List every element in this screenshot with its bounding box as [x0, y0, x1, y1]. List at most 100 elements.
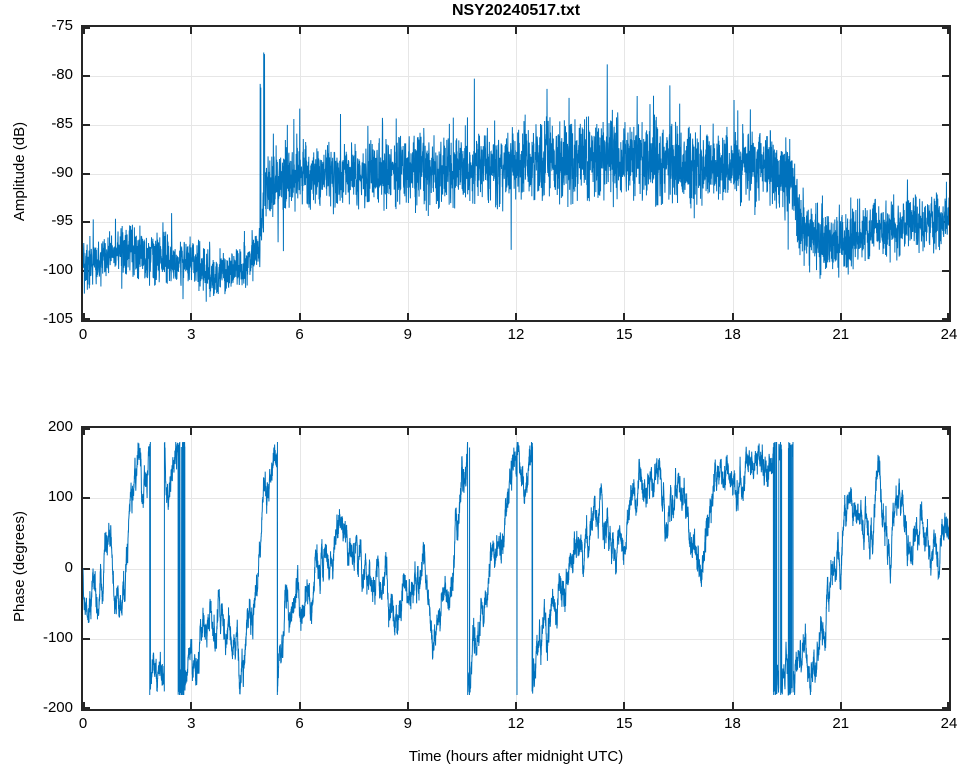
axis-tick-mark [623, 428, 626, 435]
axis-tick-mark [298, 27, 301, 34]
grid-line-vertical [191, 27, 193, 320]
axis-tick-mark [515, 27, 517, 34]
x-axis-tick-label: 12 [507, 715, 525, 732]
y-axis-tick-label: -200 [42, 699, 73, 716]
axis-tick-mark [83, 27, 85, 34]
axis-tick-mark [190, 313, 193, 320]
axis-tick-mark [623, 702, 626, 709]
y-axis-tick-label: -85 [51, 114, 73, 132]
y-axis-tick-label: 0 [64, 558, 73, 576]
grid-line-vertical [299, 428, 301, 709]
y-axis-tick-label: -75 [51, 17, 73, 34]
axis-tick-mark [83, 428, 85, 435]
axis-tick-mark [942, 318, 949, 320]
axis-tick-mark [623, 27, 626, 34]
phase-trace [83, 442, 949, 696]
axis-tick-mark [942, 567, 949, 570]
axis-tick-mark [83, 221, 90, 224]
axis-tick-mark [942, 707, 949, 709]
x-axis-tick-label: 21 [832, 326, 850, 343]
amplitude-plot-axes [81, 25, 951, 322]
y-axis-tick-label: -105 [42, 310, 73, 327]
phase-plot-area [83, 428, 949, 709]
grid-line-vertical [191, 428, 193, 709]
phase-y-axis-title: Phase (degrees) [10, 510, 28, 622]
axis-tick-mark [839, 27, 842, 34]
axis-tick-mark [406, 27, 409, 34]
axis-tick-mark [839, 313, 842, 320]
amplitude-plot-area [83, 27, 949, 320]
axis-tick-mark [942, 123, 949, 126]
axis-tick-mark [515, 702, 517, 709]
axis-tick-mark [942, 428, 949, 430]
axis-tick-mark [839, 428, 842, 435]
axis-tick-mark [83, 172, 90, 175]
y-axis-tick-label: 100 [47, 488, 73, 506]
x-axis-tick-label: 24 [940, 326, 958, 343]
grid-line-vertical [732, 27, 734, 320]
x-axis-tick-label: 15 [615, 326, 633, 343]
x-axis-tick-label: 0 [78, 715, 88, 732]
x-axis-tick-label: 24 [940, 715, 958, 732]
axis-tick-mark [83, 428, 90, 430]
axis-tick-mark [298, 702, 301, 709]
x-axis-tick-label: 6 [295, 715, 304, 732]
axis-tick-mark [942, 74, 949, 77]
x-axis-tick-label: 18 [724, 715, 741, 732]
x-axis-tick-label: 3 [187, 326, 196, 343]
x-axis-tick-label: 6 [295, 326, 304, 343]
grid-line-vertical [407, 428, 409, 709]
grid-line-vertical [624, 428, 626, 709]
x-axis-tick-label: 18 [724, 326, 741, 343]
amplitude-trace [83, 52, 949, 302]
axis-tick-mark [942, 637, 949, 640]
axis-tick-mark [623, 313, 626, 320]
y-axis-tick-label: -100 [42, 628, 73, 646]
x-axis-tick-label: 9 [403, 326, 412, 343]
axis-tick-mark [83, 318, 90, 320]
axis-tick-mark [942, 270, 949, 273]
amplitude-y-axis-title: Amplitude (dB) [10, 121, 28, 221]
axis-tick-mark [190, 428, 193, 435]
grid-line-vertical [840, 27, 842, 320]
phase-plot-axes [81, 426, 951, 711]
axis-tick-mark [83, 74, 90, 77]
axis-tick-mark [947, 27, 949, 34]
axis-tick-mark [83, 123, 90, 126]
axis-tick-mark [190, 702, 193, 709]
y-axis-tick-label: -90 [51, 163, 73, 181]
axis-tick-mark [947, 313, 949, 320]
axis-tick-mark [298, 428, 301, 435]
axis-tick-mark [942, 27, 949, 29]
axis-tick-mark [731, 27, 734, 34]
axis-tick-mark [406, 313, 409, 320]
x-axis-tick-label: 15 [615, 715, 633, 732]
axis-tick-mark [83, 313, 85, 320]
y-axis-tick-label: -80 [51, 65, 73, 83]
axis-tick-mark [83, 27, 90, 29]
axis-tick-mark [406, 702, 409, 709]
axis-tick-mark [947, 702, 949, 709]
axis-tick-mark [942, 172, 949, 175]
axis-tick-mark [298, 313, 301, 320]
axis-tick-mark [83, 637, 90, 640]
page-title: NSY20240517.txt [451, 2, 581, 19]
axis-tick-mark [190, 27, 193, 34]
x-axis-tick-label: 0 [78, 326, 88, 343]
phase-x-axis-title: Time (hours after midnight UTC) [408, 748, 624, 765]
y-axis-tick-label: -95 [51, 212, 73, 230]
y-axis-tick-label: -100 [42, 261, 73, 279]
y-axis-tick-label: 200 [47, 418, 73, 435]
axis-tick-mark [83, 707, 90, 709]
axis-tick-mark [83, 567, 90, 570]
axis-tick-mark [515, 313, 517, 320]
axis-tick-mark [731, 428, 734, 435]
axis-tick-mark [731, 313, 734, 320]
axis-tick-mark [942, 497, 949, 500]
axis-tick-mark [406, 428, 409, 435]
x-axis-tick-label: 21 [832, 715, 850, 732]
x-axis-tick-label: 3 [187, 715, 196, 732]
axis-tick-mark [515, 428, 517, 435]
axis-tick-mark [83, 702, 85, 709]
